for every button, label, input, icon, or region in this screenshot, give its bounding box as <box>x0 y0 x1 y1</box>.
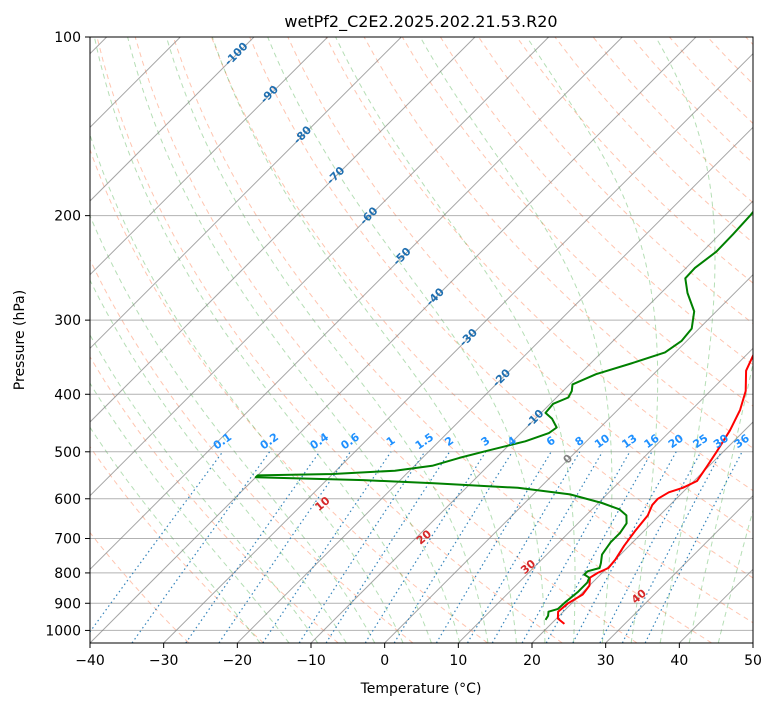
isotherm-line <box>90 37 550 497</box>
moist-adiabat-line <box>335 37 576 643</box>
dry-adiabat-line <box>90 531 190 643</box>
dry-adiabat-line <box>90 445 264 643</box>
dry-adiabat-line <box>134 37 638 643</box>
grid-layer <box>90 37 753 643</box>
mixing-ratio-line <box>218 451 351 643</box>
chart-title: wetPf2_C2E2.2025.202.21.53.R20 <box>284 12 557 32</box>
moist-adiabat-line <box>127 37 461 643</box>
isotherm-line <box>90 37 623 571</box>
isotherm-line <box>90 37 402 350</box>
isotherm-line <box>90 37 476 423</box>
mixing-ratio-line <box>185 451 321 643</box>
dry-adiabat-line <box>211 37 753 624</box>
moist-adiabat-line <box>211 37 517 643</box>
y-tick-label: 200 <box>54 209 81 225</box>
isotherm-line <box>605 494 753 643</box>
x-tick-label: 40 <box>670 653 688 669</box>
dry-adiabat-line <box>90 148 488 643</box>
y-tick-label: 900 <box>54 596 81 612</box>
isotherm-line <box>384 273 753 643</box>
y-axis-label: Pressure (hPa) <box>12 290 28 390</box>
x-tick-label: −30 <box>149 653 179 669</box>
dry-adiabat-line <box>96 37 563 643</box>
dry-adiabat-line <box>439 37 753 366</box>
moist-adiabat-line <box>655 37 716 643</box>
isotherm-line <box>236 126 753 643</box>
isotherm-line <box>752 642 753 643</box>
x-tick-label: 50 <box>744 653 762 669</box>
isotherm-line <box>457 347 753 643</box>
y-tick-label: 100 <box>54 30 81 46</box>
isotherm-line <box>90 37 329 276</box>
y-tick-label: 1000 <box>45 623 81 639</box>
moist-adiabat-line <box>90 279 347 643</box>
y-tick-label: 600 <box>54 492 81 508</box>
x-tick-label: 0 <box>380 653 389 669</box>
moist-adiabat-line <box>267 37 546 643</box>
mixing-ratio-line <box>466 451 581 643</box>
mixing-ratio-line <box>572 451 677 643</box>
dry-adiabat-line <box>516 37 753 284</box>
dry-adiabat-line <box>401 37 753 407</box>
isotherm-line <box>90 37 697 643</box>
isotherm-line <box>531 421 753 643</box>
moist-adiabat-line <box>93 37 432 643</box>
plot-frame <box>89 36 754 644</box>
moist-adiabat-line <box>90 426 261 643</box>
temperature-profile <box>556 353 753 625</box>
mixing-ratio-line <box>364 451 487 643</box>
axes-layer: −40 −30 −20 −10 0 10 20 30 40 50 100 200 300 400 500 60… <box>45 30 762 669</box>
moist-adiabat-line <box>90 214 376 643</box>
y-tick-label: 500 <box>54 445 81 461</box>
isotherm-line <box>163 52 753 643</box>
mixing-ratio-line <box>599 451 702 643</box>
y-tick-label: 400 <box>54 387 81 403</box>
moist-adiabat-line <box>90 333 319 643</box>
plot-background <box>90 37 753 643</box>
x-tick-label: −40 <box>75 653 105 669</box>
x-tick-label: −10 <box>296 653 326 669</box>
mixing-ratio-line <box>262 451 392 643</box>
moist-adiabat-line <box>419 37 613 643</box>
isotherm-line <box>310 200 753 643</box>
dewpoint-profile <box>254 210 753 621</box>
data-layer <box>254 210 753 625</box>
moist-adiabat-line <box>165 37 489 643</box>
mixing-ratio-line <box>393 451 513 643</box>
x-tick-label: −20 <box>223 653 253 669</box>
x-tick-label: 30 <box>597 653 615 669</box>
moist-adiabat-line <box>90 382 290 643</box>
dry-adiabat-line <box>172 37 712 643</box>
x-axis-label: Temperature (°C) <box>360 681 482 697</box>
x-tick-label: 20 <box>523 653 541 669</box>
mixing-ratio-line <box>435 451 552 643</box>
mixing-ratio-line <box>298 451 426 643</box>
mixing-ratio-line <box>325 451 451 643</box>
y-tick-label: 700 <box>54 532 81 548</box>
y-tick-label: 800 <box>54 566 81 582</box>
y-tick-label: 300 <box>54 313 81 329</box>
isotherm-line <box>90 37 255 202</box>
x-tick-label: 10 <box>449 653 467 669</box>
dry-adiabat-line <box>249 37 753 579</box>
moist-adiabat-line <box>526 37 659 643</box>
moist-adiabat-line <box>90 133 404 643</box>
